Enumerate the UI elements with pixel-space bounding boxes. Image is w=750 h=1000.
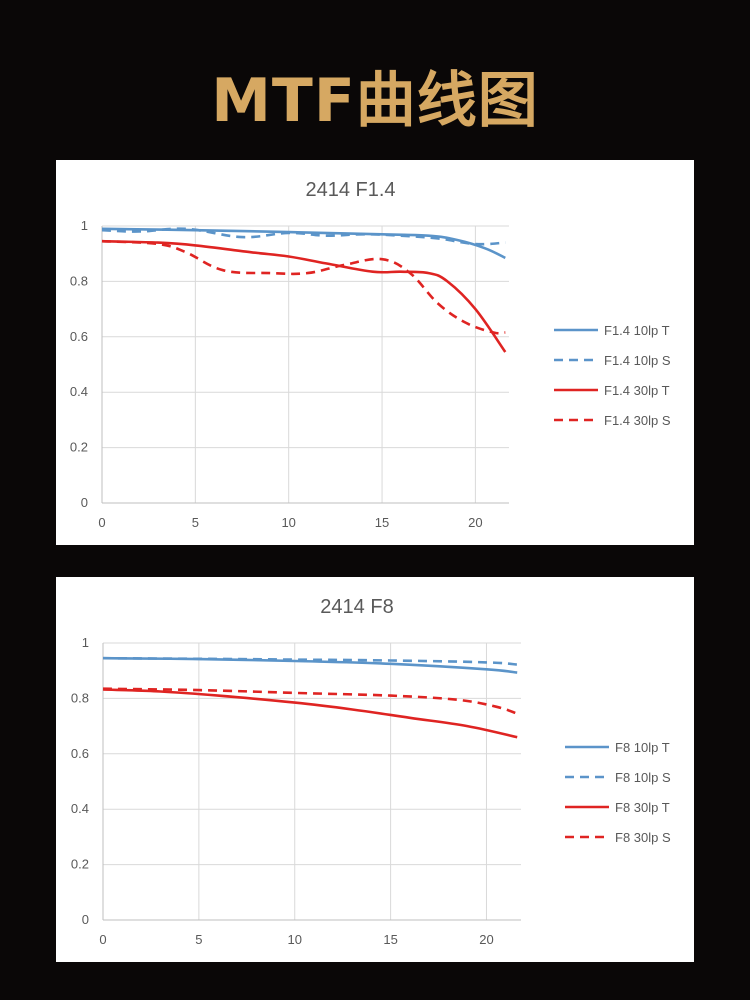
- x-tick-label: 0: [99, 932, 106, 947]
- y-tick-label: 0.8: [71, 690, 89, 705]
- legend-label: F8 30lp S: [615, 830, 671, 845]
- legend-label: F8 10lp S: [615, 770, 671, 785]
- legend-label: F1.4 30lp T: [604, 383, 670, 398]
- legend-label: F8 10lp T: [615, 740, 670, 755]
- x-tick-label: 20: [479, 932, 493, 947]
- x-tick-label: 10: [281, 515, 295, 530]
- series-line-3: [102, 688, 518, 739]
- y-tick-label: 0.4: [71, 801, 89, 816]
- series-line-2: [102, 656, 518, 666]
- x-tick-label: 15: [383, 932, 397, 947]
- y-tick-label: 0.8: [70, 273, 88, 288]
- y-tick-label: 0.4: [70, 384, 88, 399]
- series-line-3: [101, 239, 507, 353]
- y-tick-label: 1: [82, 635, 89, 650]
- legend-label: F1.4 10lp S: [604, 353, 671, 368]
- legend-label: F8 30lp T: [615, 800, 670, 815]
- x-tick-label: 20: [468, 515, 482, 530]
- series-line-2: [101, 227, 506, 246]
- series-line-4: [102, 687, 518, 715]
- x-tick-label: 10: [288, 932, 302, 947]
- x-tick-label: 0: [98, 515, 105, 530]
- x-tick-label: 5: [192, 515, 199, 530]
- y-tick-label: 0: [81, 495, 88, 510]
- legend-label: F1.4 10lp T: [604, 323, 670, 338]
- x-tick-label: 15: [375, 515, 389, 530]
- chart-panel-f8: 2414 F8 0 0.2 0.4 0.6 0.8 1 0 5 10 15 20 F8 10lp T F8…: [56, 577, 694, 962]
- x-tick-label: 5: [195, 932, 202, 947]
- y-tick-label: 0.2: [71, 857, 89, 872]
- y-tick-label: 0: [82, 912, 89, 927]
- chart-title: 2414 F1.4: [305, 179, 395, 201]
- page-title: MTF曲线图: [211, 66, 539, 136]
- chart-title: 2414 F8: [320, 596, 393, 618]
- chart-panel-f14: 2414 F1.4 0 0.2 0.4 0.6 0.8 1 0 5 10 15 20 F1.4 10lp…: [56, 160, 694, 545]
- y-tick-label: 0.6: [70, 329, 88, 344]
- y-tick-label: 0.6: [71, 746, 89, 761]
- y-tick-label: 1: [81, 218, 88, 233]
- y-tick-label: 0.2: [70, 440, 88, 455]
- series-line-4: [101, 239, 506, 335]
- legend-label: F1.4 30lp S: [604, 413, 671, 428]
